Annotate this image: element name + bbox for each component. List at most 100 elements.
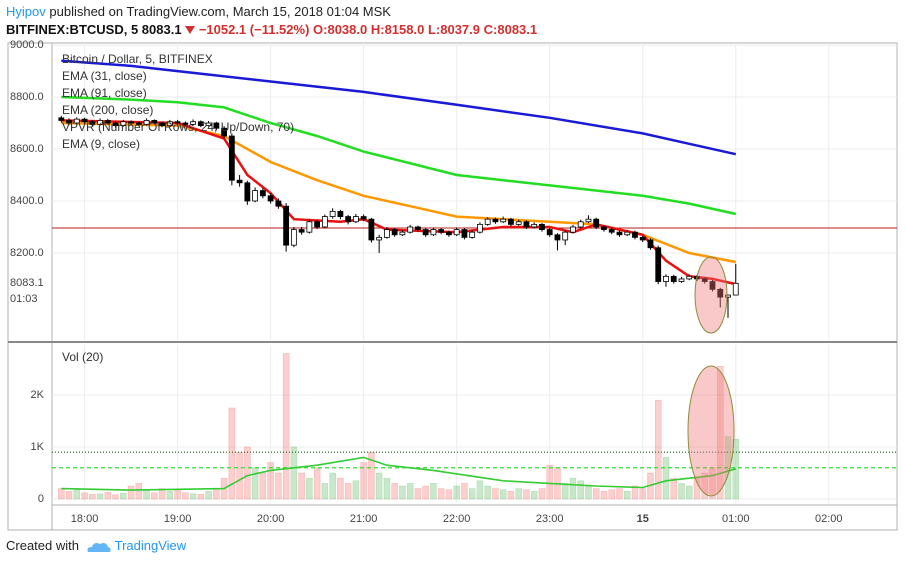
volume-bar	[251, 467, 259, 500]
volume-bar	[213, 488, 220, 500]
candle-body	[112, 122, 119, 127]
published: published on TradingView.com, March 15, …	[49, 4, 391, 19]
candle-body	[570, 226, 576, 233]
volume-bar	[375, 472, 383, 500]
volume-bar	[182, 492, 189, 500]
candle-body	[732, 282, 739, 296]
volume-bar	[685, 485, 693, 500]
x-tick-label: 18:00	[71, 513, 99, 525]
created: Created with	[6, 538, 79, 553]
candle-body	[73, 118, 80, 124]
line	[61, 456, 737, 491]
candle-body	[58, 117, 65, 121]
candle-body	[678, 278, 685, 282]
candle-body	[205, 122, 212, 127]
volume-bar	[399, 485, 406, 500]
ohlc: L:8037.9	[427, 22, 481, 37]
legend-title: Bitcoin / Dollar, 5, BITFINEX	[62, 52, 213, 66]
candle-body	[562, 231, 569, 241]
candle-body	[593, 218, 600, 228]
volume-bar	[337, 477, 344, 500]
volume-bar	[352, 480, 360, 500]
volume-bar	[174, 489, 181, 500]
candle-body	[66, 120, 72, 124]
volume-bar	[58, 488, 65, 500]
volume-bar	[259, 472, 267, 500]
volume-bar	[298, 472, 305, 500]
candle-body	[259, 190, 266, 197]
line	[61, 95, 737, 216]
candle-body	[639, 236, 646, 241]
candle-body	[585, 218, 592, 223]
volume-bar	[639, 488, 646, 500]
x-tick-label: 22:00	[443, 513, 471, 525]
x-tick-label: 19:00	[164, 513, 192, 525]
volume-bar	[158, 488, 166, 500]
volume-bar	[453, 485, 460, 500]
candle-body	[174, 121, 181, 124]
candle-body	[725, 294, 731, 298]
x-tick-label: 02:00	[815, 513, 843, 525]
x-tick-label: 23:00	[536, 513, 564, 525]
author[interactable]: Hyipov	[6, 4, 46, 19]
volume-bar	[422, 485, 429, 500]
candle-body	[461, 229, 468, 238]
volume-bar	[461, 483, 468, 500]
candle-body	[670, 275, 677, 282]
candle-body	[337, 210, 344, 217]
candle-body	[701, 278, 708, 282]
legend-entry: EMA (31, close)	[62, 69, 147, 83]
candle-body	[709, 281, 716, 290]
candle-body	[415, 226, 421, 230]
candle-body	[244, 182, 251, 202]
candle-body	[321, 216, 328, 228]
candle-body	[352, 216, 359, 223]
candle-body	[151, 120, 158, 124]
candle-body	[446, 231, 452, 236]
line	[61, 119, 737, 286]
line	[61, 121, 737, 264]
volume-bar	[306, 477, 313, 500]
y-tick-label: 8200.0	[10, 247, 44, 259]
countdown: 01:03	[10, 293, 38, 305]
candle-body	[182, 122, 189, 125]
volume-bar	[313, 467, 321, 500]
volume-bar	[73, 489, 81, 500]
down-arrow	[185, 26, 196, 34]
volume-bar	[89, 494, 96, 500]
volume-bar	[368, 451, 375, 500]
candle-body	[686, 275, 693, 280]
volume-bar	[282, 353, 290, 500]
volume-bar	[135, 483, 143, 500]
volume-bar	[275, 472, 282, 500]
volume-bar	[290, 446, 298, 500]
volume-bar	[189, 493, 197, 500]
volume-bar	[414, 488, 422, 500]
legend-entry: EMA (200, close)	[62, 103, 153, 117]
candle-body	[166, 121, 173, 127]
volume-bar	[151, 492, 158, 500]
brand[interactable]: TradingView	[114, 538, 187, 553]
candle-body	[391, 229, 398, 236]
candle-body	[717, 288, 724, 298]
candle-body	[81, 118, 88, 123]
candle-body	[469, 231, 476, 238]
candle-body	[197, 121, 204, 127]
volume-bar	[670, 477, 677, 500]
candle-body	[399, 231, 406, 236]
candle-body	[190, 121, 196, 125]
candle-body	[306, 221, 313, 233]
candle-body	[523, 221, 530, 228]
x-tick-label: 15	[637, 513, 649, 525]
volume-bar	[112, 494, 119, 500]
pane-title: Vol (20)	[62, 350, 103, 364]
candle-body	[407, 226, 414, 233]
candle-body	[135, 122, 142, 125]
symbol-line: BITFINEX:BTCUSD, 5 8083.1 −1052.1 (−11.5…	[6, 21, 537, 39]
candle-body	[290, 229, 297, 246]
ohlc: O:8038.0	[313, 22, 368, 37]
volume-bar	[561, 483, 569, 500]
x-tick-label: 21:00	[350, 513, 378, 525]
y-tick-label: 8800.0	[10, 91, 44, 103]
